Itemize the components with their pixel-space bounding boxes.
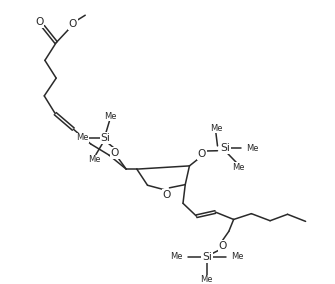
Text: Si: Si bbox=[100, 133, 111, 143]
Text: O: O bbox=[68, 19, 77, 29]
Text: Me: Me bbox=[246, 144, 258, 153]
Text: Me: Me bbox=[88, 155, 100, 164]
Text: Me: Me bbox=[201, 275, 213, 284]
Text: O: O bbox=[163, 190, 171, 200]
Text: Me: Me bbox=[76, 133, 88, 142]
Text: O: O bbox=[198, 149, 206, 159]
Text: Me: Me bbox=[104, 112, 116, 121]
Text: Me: Me bbox=[210, 124, 222, 133]
Text: Si: Si bbox=[221, 143, 230, 153]
Text: Me: Me bbox=[170, 252, 182, 261]
Text: Me: Me bbox=[231, 252, 244, 261]
Text: O: O bbox=[219, 241, 227, 251]
Text: Si: Si bbox=[202, 252, 212, 262]
Text: O: O bbox=[35, 17, 43, 27]
Text: O: O bbox=[111, 148, 119, 158]
Text: Me: Me bbox=[232, 163, 245, 172]
